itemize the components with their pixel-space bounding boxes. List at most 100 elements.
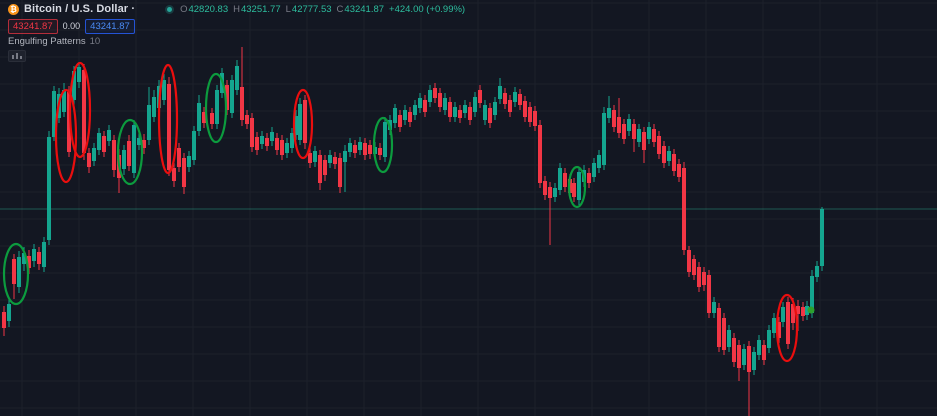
candle-body-up [122,150,126,169]
candle-body-up [752,352,756,370]
candle-body-up [107,130,111,141]
low-label: L [285,3,291,15]
candle-body-down [423,100,427,112]
candle-body-down [737,345,741,368]
candle-body-up [7,304,11,321]
candle-body-down [622,124,626,139]
indicator-row: Engulfing Patterns 10 [8,36,465,48]
candle-body-down [275,138,279,150]
candle-body-down [177,148,181,167]
candle-body-down [572,183,576,197]
candle-body-up [418,98,422,108]
candle-body-up [592,163,596,177]
bitcoin-logo-icon: ₿ [8,3,19,15]
candle-body-down [67,92,71,152]
candle-body-up [767,330,771,348]
candle-body-up [820,209,824,266]
candle-body-down [682,168,686,250]
candle-body-up [473,97,477,112]
candle-body-down [353,145,357,153]
candle-body-up [742,349,746,365]
open-value: 42820.83 [188,3,229,15]
candle-body-down [533,111,537,126]
candle-body-up [413,105,417,115]
buy-button[interactable]: 43241.87 [85,18,135,34]
candle-body-down [280,140,284,155]
candle-body-down [458,110,462,118]
candle-body-down [563,173,567,187]
change-value: +424.00 (+0.99%) [389,3,466,15]
candle-body-up [393,108,397,123]
candle-body-down [478,90,482,103]
candle-body-down [378,148,382,155]
candle-body-down [488,108,492,123]
candle-body-down [508,100,512,112]
candle-body-up [627,119,631,131]
candle-body-up [285,143,289,153]
candle-body-down [12,259,16,284]
candle-body-down [172,168,176,181]
candle-body-up [328,155,332,163]
candle-body-up [294,116,298,135]
candle-body-down [732,338,736,362]
candle-body-up [403,110,407,120]
candle-body-down [255,137,259,150]
candle-body-down [323,160,327,175]
candle-body-up [383,122,387,157]
bearish-engulfing-ellipse [68,61,92,159]
open-label: O [180,3,188,15]
candle-body-down [523,101,527,117]
candle-body-down [687,250,691,272]
candle-body-up [47,137,51,240]
candle-body-down [528,107,532,122]
indicator-name[interactable]: Engulfing Patterns [8,36,86,47]
candle-body-down [250,118,254,147]
mini-chart-icon [12,53,22,59]
candle-body-up [358,142,362,150]
candle-body-down [308,153,312,163]
market-status-dot [167,6,173,12]
candle-body-down [468,107,472,120]
candle-body-up [558,168,562,190]
bearish-engulfing-ellipse [775,293,799,363]
candle-body-up [712,302,716,313]
candle-body-up [553,188,557,197]
candle-body-down [587,173,591,183]
spread-value: 0.00 [62,21,81,31]
candle-body-up [162,80,166,100]
candle-body-up [810,276,814,313]
candle-body-down [87,153,91,167]
candle-body-up [187,156,191,167]
bullish-engulfing-ellipse [116,118,144,186]
candle-body-up [132,125,136,173]
candle-body-up [298,104,302,140]
legend-collapse-button[interactable] [8,50,26,62]
candle-body-up [62,90,66,112]
candle-body-down [240,87,244,120]
candle-body-up [260,136,264,144]
candle-body-down [548,187,552,198]
candle-body-down [338,158,342,187]
candle-body-up [152,97,156,117]
candle-body-up [483,105,487,120]
candle-body-down [82,70,86,153]
candle-body-down [438,93,442,107]
candle-body-down [677,164,681,177]
candle-body-down [801,307,805,316]
candle-body-up [805,306,809,315]
candle-body-down [662,146,666,163]
candle-body-down [408,112,412,122]
symbol-row: ₿ Bitcoin / U.S. Dollar · O42820.83 H432… [8,2,465,16]
candle-body-up [313,151,317,162]
symbol-title[interactable]: Bitcoin / U.S. Dollar · [24,3,136,15]
close-label: C [336,3,344,15]
candle-body-down [368,145,372,154]
candle-body-up [637,129,641,142]
candle-body-up [647,127,651,139]
sell-button[interactable]: 43241.87 [8,18,58,34]
candle-body-up [192,131,196,160]
candle-body-up [17,257,21,287]
candle-body-down [722,318,726,350]
